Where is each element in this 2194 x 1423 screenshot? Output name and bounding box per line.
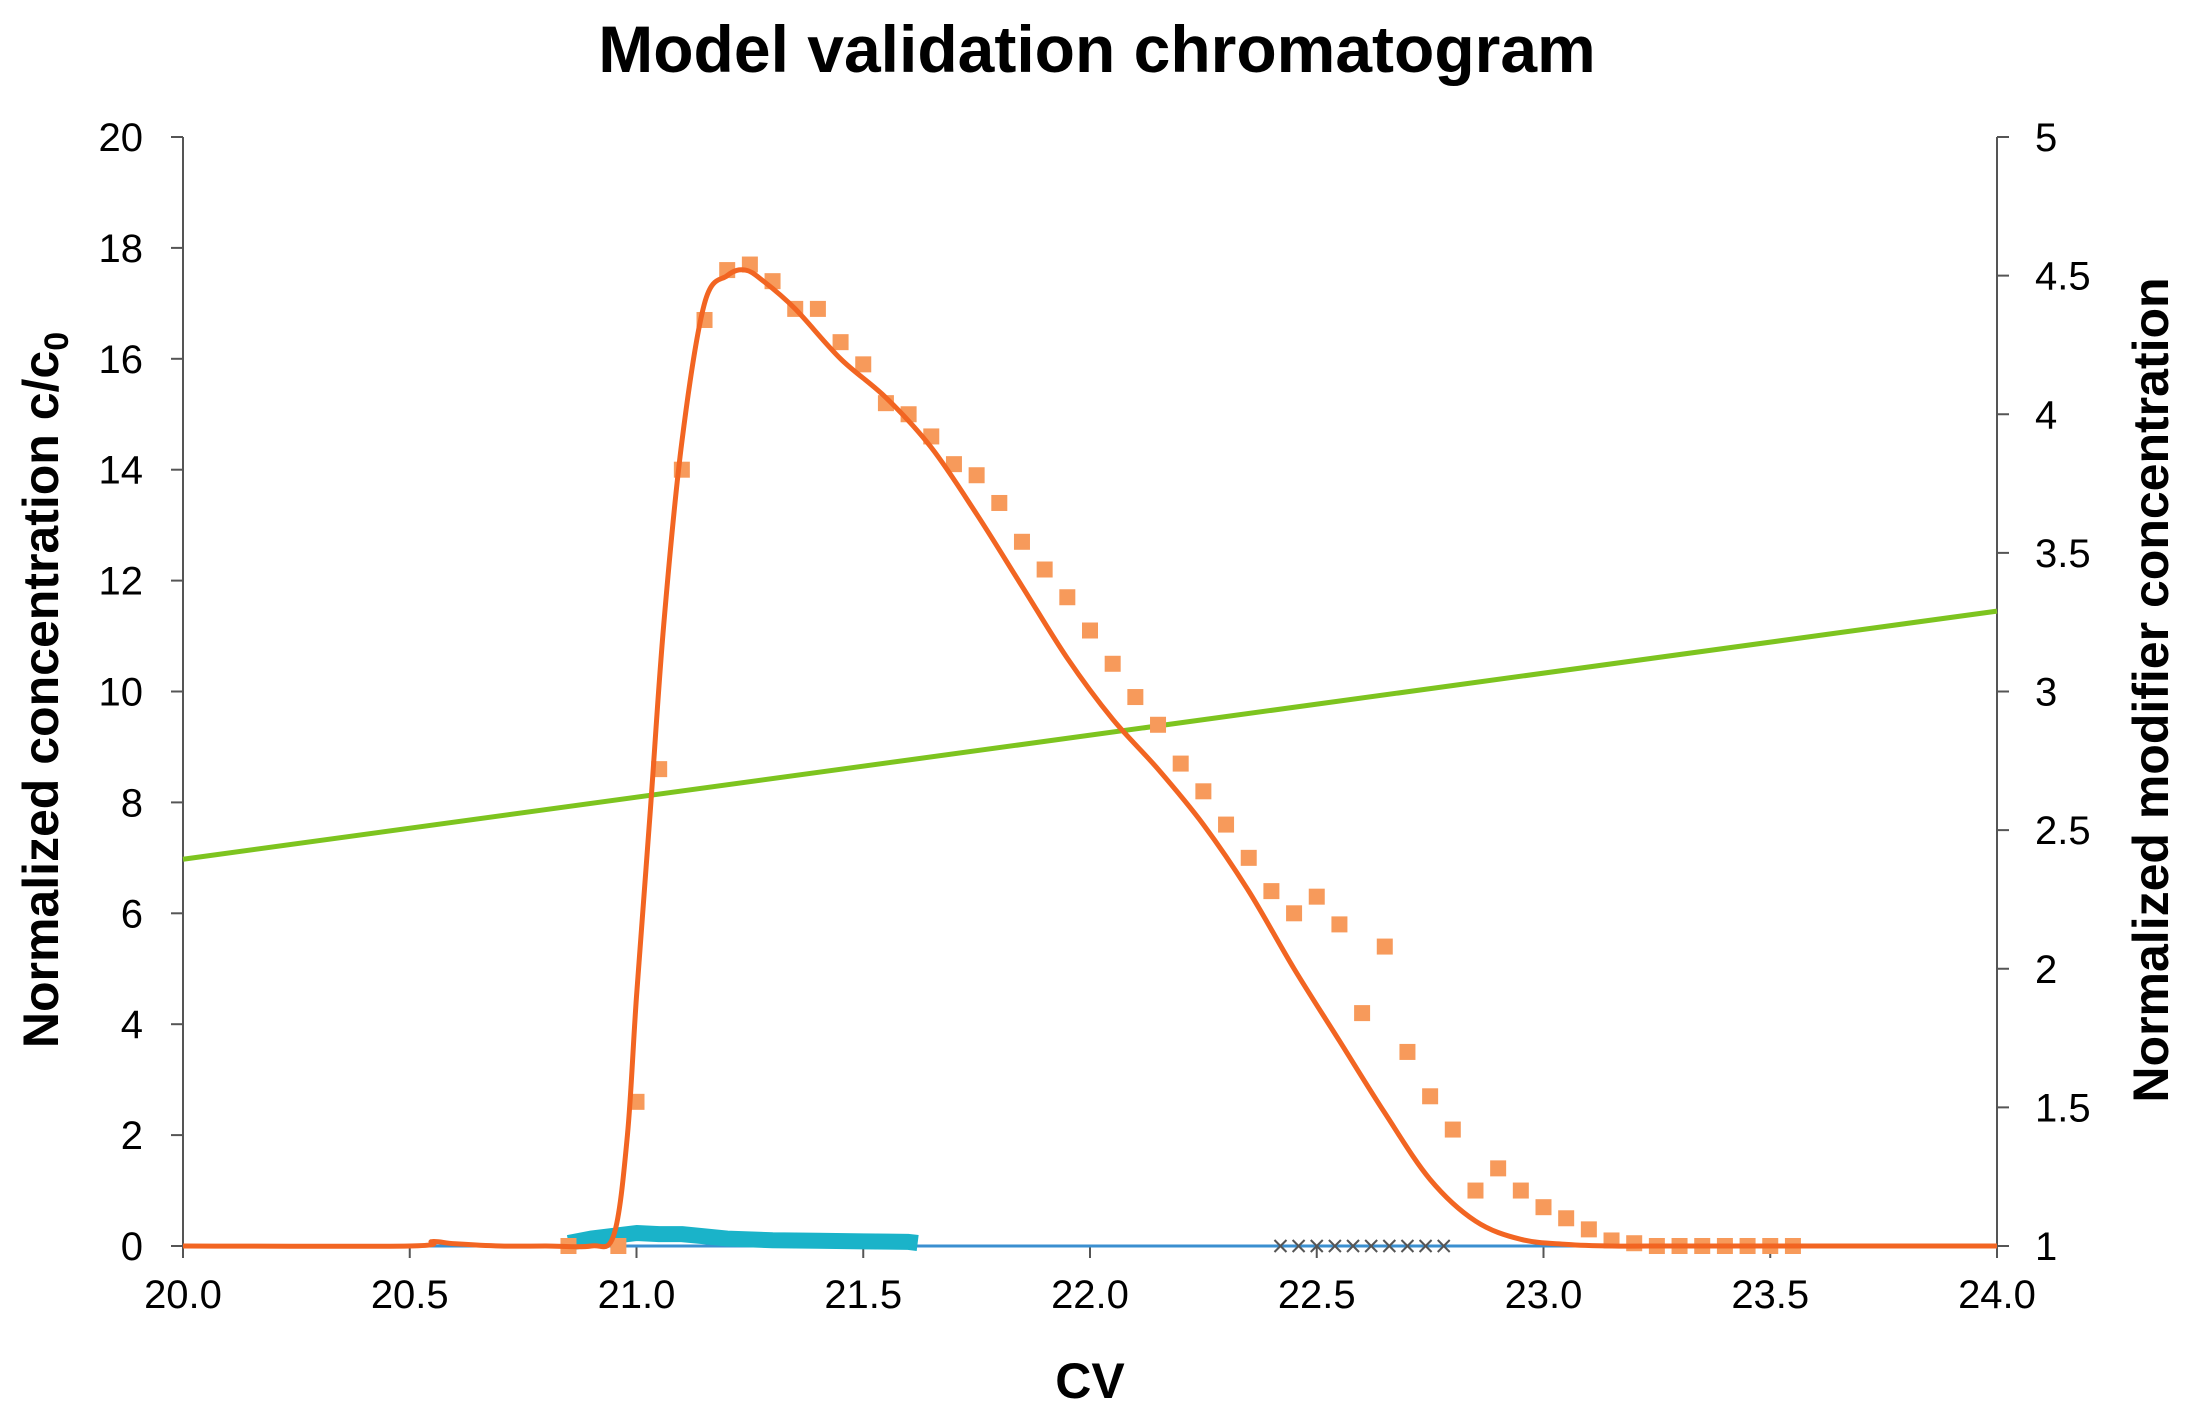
experimental-point	[1286, 905, 1303, 922]
series-modifier-line	[182, 608, 1998, 862]
experimental-point	[1013, 533, 1030, 550]
chart-title: Model validation chromatogram	[598, 12, 1595, 86]
experimental-point	[610, 1238, 627, 1254]
y-tick-label: 4	[121, 1003, 143, 1047]
experimental-point	[1218, 816, 1235, 833]
experimental-point	[809, 300, 826, 317]
experimental-point	[1127, 689, 1144, 706]
y2-tick-label: 2	[2035, 948, 2057, 992]
experimental-point	[1490, 1160, 1507, 1177]
plot-area	[182, 256, 1998, 1254]
y-tick-label: 12	[99, 560, 144, 604]
x-marker-point	[1382, 1239, 1397, 1253]
y-tick-label: 8	[121, 781, 143, 825]
experimental-point	[1172, 755, 1189, 772]
y-tick-label: 0	[121, 1225, 143, 1269]
y-tick-label: 16	[99, 338, 144, 382]
experimental-point	[1626, 1235, 1643, 1252]
experimental-point	[855, 356, 872, 373]
x-marker-point	[1328, 1239, 1342, 1253]
experimental-point	[1512, 1182, 1529, 1199]
experimental-point	[1444, 1121, 1461, 1138]
x-marker-stroke	[1437, 1239, 1451, 1253]
y2-tick-label: 5	[2035, 116, 2057, 160]
x-tick-label: 21.5	[824, 1273, 902, 1317]
experimental-point	[1240, 849, 1257, 866]
x-tick-label: 21.0	[598, 1273, 676, 1317]
x-marker-stroke	[1328, 1239, 1342, 1253]
series-impurity-band	[566, 1225, 919, 1251]
experimental-point	[1399, 1043, 1416, 1060]
experimental-point	[1467, 1182, 1484, 1199]
x-marker-stroke	[1400, 1239, 1415, 1253]
x-tick-label: 22.5	[1278, 1273, 1356, 1317]
y2-tick-label: 4	[2035, 393, 2057, 437]
experimental-point	[1422, 1088, 1439, 1105]
y-axis-label: Normalized concentration c/c0	[13, 332, 76, 1048]
y-tick-label: 6	[121, 892, 143, 936]
y-axis-label-main: Normalized concentration c/c	[13, 351, 69, 1048]
x-marker-stroke	[1310, 1239, 1324, 1253]
x-marker-point	[1346, 1239, 1360, 1253]
experimental-point	[1558, 1210, 1575, 1227]
experimental-point	[991, 494, 1008, 511]
x-marker-point	[1310, 1239, 1324, 1253]
y2-tick-label: 4.5	[2035, 255, 2091, 299]
experimental-point	[968, 467, 985, 484]
experimental-point	[1331, 916, 1348, 933]
y-axis-label-subscript: 0	[38, 332, 76, 351]
experimental-point	[1150, 716, 1167, 733]
experimental-point	[1535, 1199, 1552, 1216]
y-tick-label: 18	[99, 227, 144, 271]
x-marker-stroke	[1382, 1239, 1397, 1253]
x-tick-label: 20.0	[144, 1273, 222, 1317]
y2-tick-label: 2.5	[2035, 809, 2091, 853]
experimental-point	[1104, 655, 1121, 672]
experimental-point	[1082, 622, 1098, 639]
y-tick-label: 20	[99, 116, 144, 160]
experimental-point	[1195, 783, 1212, 800]
experimental-point	[832, 334, 849, 351]
x-marker-point	[1364, 1239, 1378, 1253]
x-marker-point	[1291, 1239, 1306, 1253]
x-marker-point	[1418, 1239, 1433, 1253]
x-axis-label: CV	[1055, 1353, 1125, 1409]
x-tick-label: 23.5	[1731, 1273, 1809, 1317]
y-tick-label: 2	[121, 1114, 143, 1158]
experimental-point	[1354, 1005, 1371, 1022]
x-marker-point	[1400, 1239, 1415, 1253]
experimental-point	[1580, 1221, 1597, 1238]
axes-frame	[171, 136, 2009, 1258]
experimental-point	[1059, 589, 1076, 606]
x-marker-stroke	[1346, 1239, 1360, 1253]
y2-tick-label: 1	[2035, 1225, 2057, 1269]
x-marker-stroke	[1273, 1239, 1288, 1253]
y2-tick-label: 3	[2035, 671, 2057, 715]
experimental-point	[1376, 938, 1393, 955]
tick-labels: 20.0 20.5 21.0 21.5 22.0 22.5 23.0 23.5 24.00246…	[99, 116, 2091, 1317]
y2-axis-label: Normalized modifier concentration	[2123, 277, 2179, 1102]
x-tick-label: 22.0	[1051, 1273, 1129, 1317]
experimental-point	[1036, 561, 1053, 578]
experimental-point	[1308, 888, 1325, 905]
x-marker-stroke	[1418, 1239, 1433, 1253]
y2-tick-label: 1.5	[2035, 1086, 2091, 1130]
x-tick-label: 20.5	[371, 1273, 449, 1317]
y2-tick-label: 3.5	[2035, 532, 2091, 576]
x-tick-label: 24.0	[1958, 1273, 2036, 1317]
series-model-line	[182, 267, 1997, 1250]
x-marker-point	[1273, 1239, 1288, 1253]
x-marker-stroke	[1364, 1239, 1378, 1253]
x-marker-point	[1437, 1239, 1451, 1253]
y-tick-label: 10	[99, 671, 144, 715]
x-tick-label: 23.0	[1505, 1273, 1583, 1317]
y-tick-label: 14	[99, 449, 144, 493]
x-marker-stroke	[1291, 1239, 1306, 1253]
experimental-point	[1263, 883, 1280, 900]
experimental-point	[945, 456, 962, 473]
